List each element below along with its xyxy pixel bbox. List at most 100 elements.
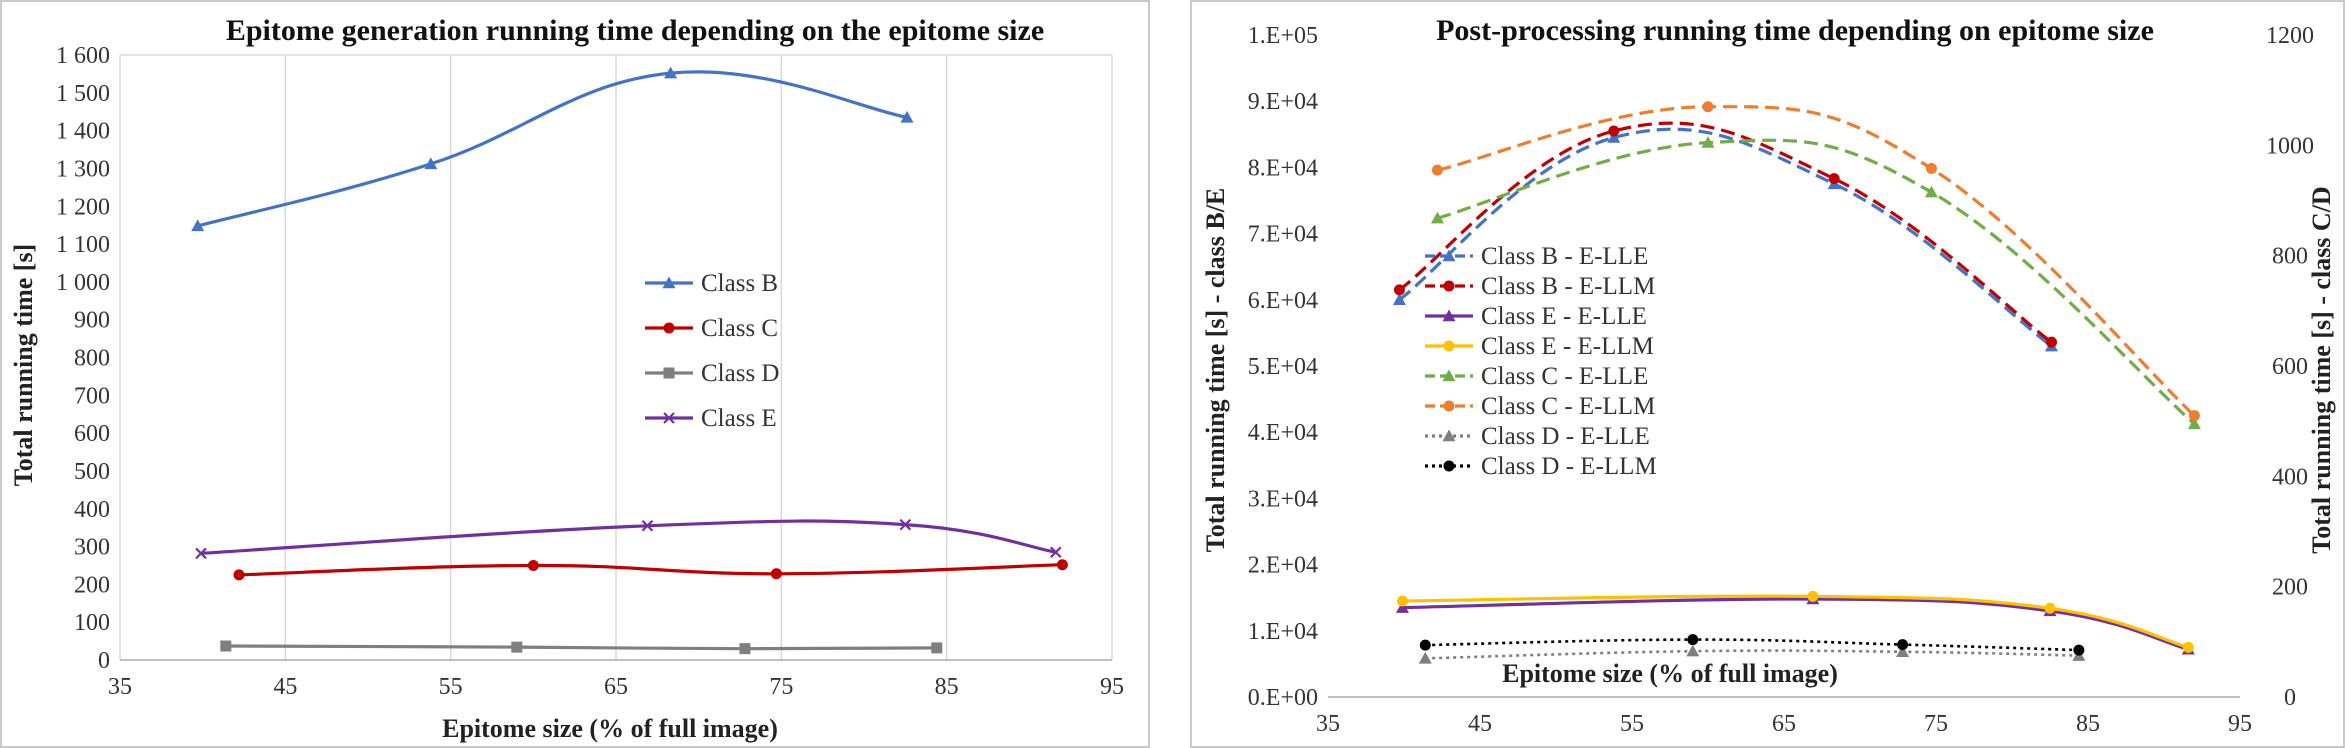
right-y2-tick-label: 200 bbox=[2272, 575, 2308, 601]
right-point-class-c-e-lle bbox=[2187, 417, 2201, 430]
right-y-tick-label: 2.E+04 bbox=[1248, 553, 1318, 579]
left-legend-marker bbox=[663, 367, 675, 379]
left-y-tick-label: 0 bbox=[98, 648, 110, 674]
chart-left-title: Epitome generation running time dependin… bbox=[226, 14, 1044, 47]
left-line-class-c bbox=[238, 563, 1063, 577]
left-y-tick-label: 300 bbox=[74, 535, 110, 561]
right-legend-label: Class C - E-LLE bbox=[1481, 363, 1648, 390]
chart-right-axes: 35 45 55 65 75 85 95 0.E+00 1.E+04 2.E+04 3.E+04 4.… bbox=[1248, 23, 2314, 737]
left-y-tick-label: 1 300 bbox=[56, 156, 110, 182]
right-point-class-c-e-llm bbox=[1431, 164, 1443, 176]
right-legend-label: Class D - E-LLM bbox=[1481, 453, 1657, 480]
chart-left-y-axis-title: Total running time [s] bbox=[9, 244, 38, 486]
right-series-class-c-e-lle bbox=[1430, 136, 2201, 430]
right-x-tick-label: 55 bbox=[1620, 711, 1644, 737]
left-y-tick-label: 1 600 bbox=[56, 43, 110, 69]
right-legend-marker bbox=[1442, 369, 1456, 382]
right-legend-label: Class E - E-LLM bbox=[1481, 333, 1654, 360]
right-x-tick-label: 45 bbox=[1468, 711, 1492, 737]
chart-right-y-axis-title: Total running time [s] - class B/E bbox=[1201, 188, 1230, 553]
left-point-class-e bbox=[1050, 546, 1062, 559]
left-x-tick-label: 65 bbox=[604, 674, 628, 700]
left-point-class-c bbox=[1056, 559, 1068, 571]
left-point-class-c bbox=[233, 569, 245, 581]
chart-right-x-axis-title: Epitome size (% of full image) bbox=[1502, 659, 1838, 688]
right-legend-marker bbox=[1443, 280, 1455, 292]
left-point-class-c bbox=[770, 568, 782, 580]
left-series-class-b bbox=[191, 66, 914, 232]
chart-right-legend: Class B - E-LLE Class B - E-LLM Class E - … bbox=[1425, 243, 1657, 480]
left-x-tick-label: 35 bbox=[108, 674, 132, 700]
right-line-class-b-e-llm bbox=[1398, 121, 2053, 344]
right-y2-tick-label: 1200 bbox=[2266, 23, 2314, 49]
right-series-class-d-e-llm bbox=[1419, 634, 2085, 656]
right-y-tick-label: 5.E+04 bbox=[1248, 354, 1318, 380]
left-y-tick-label: 1 200 bbox=[56, 194, 110, 220]
chart-right-frame bbox=[1190, 0, 2345, 748]
right-y-tick-label: 3.E+04 bbox=[1248, 486, 1318, 512]
right-y2-tick-label: 600 bbox=[2272, 354, 2308, 380]
chart-right-y2-axis-title: Total running time [s] - class C/D bbox=[2307, 186, 2336, 553]
right-line-class-c-e-lle bbox=[1436, 138, 2196, 426]
right-point-class-b-e-llm bbox=[2046, 336, 2058, 348]
left-y-tick-label: 100 bbox=[74, 610, 110, 636]
right-legend-marker bbox=[1442, 249, 1456, 262]
right-legend-label: Class C - E-LLM bbox=[1481, 393, 1655, 420]
right-point-class-b-e-llm bbox=[1828, 173, 1840, 185]
right-y-tick-label: 6.E+04 bbox=[1248, 288, 1318, 314]
right-legend-label: Class B - E-LLM bbox=[1481, 273, 1655, 300]
left-point-class-b bbox=[900, 110, 914, 123]
chart-left-frame bbox=[0, 0, 1150, 748]
left-line-class-d bbox=[225, 644, 937, 651]
right-line-class-e-e-lle bbox=[1402, 597, 2189, 651]
chart-right-title: Post-processing running time depending o… bbox=[1436, 14, 2154, 47]
right-point-class-c-e-llm bbox=[2188, 410, 2200, 422]
right-y2-tick-label: 1000 bbox=[2266, 133, 2314, 159]
left-y-tick-label: 700 bbox=[74, 383, 110, 409]
left-point-class-e bbox=[899, 518, 912, 531]
right-point-class-e-e-llm bbox=[1807, 590, 1819, 602]
right-point-class-c-e-llm bbox=[1702, 101, 1714, 113]
right-series-class-e-e-llm bbox=[1396, 590, 2194, 653]
left-legend-marker bbox=[663, 322, 675, 334]
right-y2-tick-label: 800 bbox=[2272, 244, 2308, 270]
right-series-class-d-e-lle bbox=[1418, 644, 2086, 664]
left-series-class-d bbox=[220, 640, 943, 655]
left-point-class-b bbox=[424, 157, 438, 170]
left-legend-label: Class E bbox=[701, 405, 777, 432]
right-point-class-b-e-llm bbox=[1393, 284, 1405, 296]
left-x-tick-label: 75 bbox=[769, 674, 793, 700]
right-line-class-b-e-lle bbox=[1398, 127, 2053, 348]
left-legend-label: Class D bbox=[701, 360, 779, 387]
right-point-class-c-e-lle bbox=[1924, 185, 1938, 198]
right-point-class-e-e-llm bbox=[2044, 602, 2056, 614]
right-line-class-e-e-llm bbox=[1402, 594, 2189, 649]
right-point-class-d-e-lle bbox=[1686, 644, 1700, 657]
left-x-tick-label: 95 bbox=[1100, 674, 1124, 700]
right-point-class-d-e-llm bbox=[1897, 639, 1909, 651]
right-series-class-b-e-llm bbox=[1393, 121, 2058, 348]
chart-right: Post-processing running time depending o… bbox=[1190, 0, 2345, 748]
left-legend-marker bbox=[663, 412, 675, 424]
left-y-tick-label: 800 bbox=[74, 346, 110, 372]
right-legend-marker bbox=[1443, 340, 1455, 352]
right-x-tick-label: 75 bbox=[1924, 711, 1948, 737]
left-y-tick-label: 200 bbox=[74, 572, 110, 598]
chart-left-x-axis-title: Epitome size (% of full image) bbox=[442, 714, 778, 743]
chart-left-legend: Class B Class C Class D Class E bbox=[645, 270, 779, 432]
left-point-class-d bbox=[739, 643, 751, 655]
right-x-tick-label: 35 bbox=[1316, 711, 1340, 737]
left-point-class-b bbox=[664, 66, 678, 79]
right-x-tick-label: 85 bbox=[2076, 711, 2100, 737]
right-legend-label: Class E - E-LLE bbox=[1481, 303, 1647, 330]
right-legend-marker bbox=[1443, 400, 1455, 412]
right-y-tick-label: 1.E+04 bbox=[1248, 619, 1318, 645]
right-y2-tick-label: 400 bbox=[2272, 464, 2308, 490]
right-y-tick-label: 9.E+04 bbox=[1248, 89, 1318, 115]
left-y-tick-label: 600 bbox=[74, 421, 110, 447]
left-point-class-c bbox=[527, 559, 539, 571]
right-point-class-d-e-llm bbox=[1419, 639, 1431, 651]
right-legend-marker bbox=[1442, 309, 1456, 322]
right-y-tick-label: 1.E+05 bbox=[1248, 23, 1318, 49]
left-series-class-c bbox=[233, 559, 1068, 581]
